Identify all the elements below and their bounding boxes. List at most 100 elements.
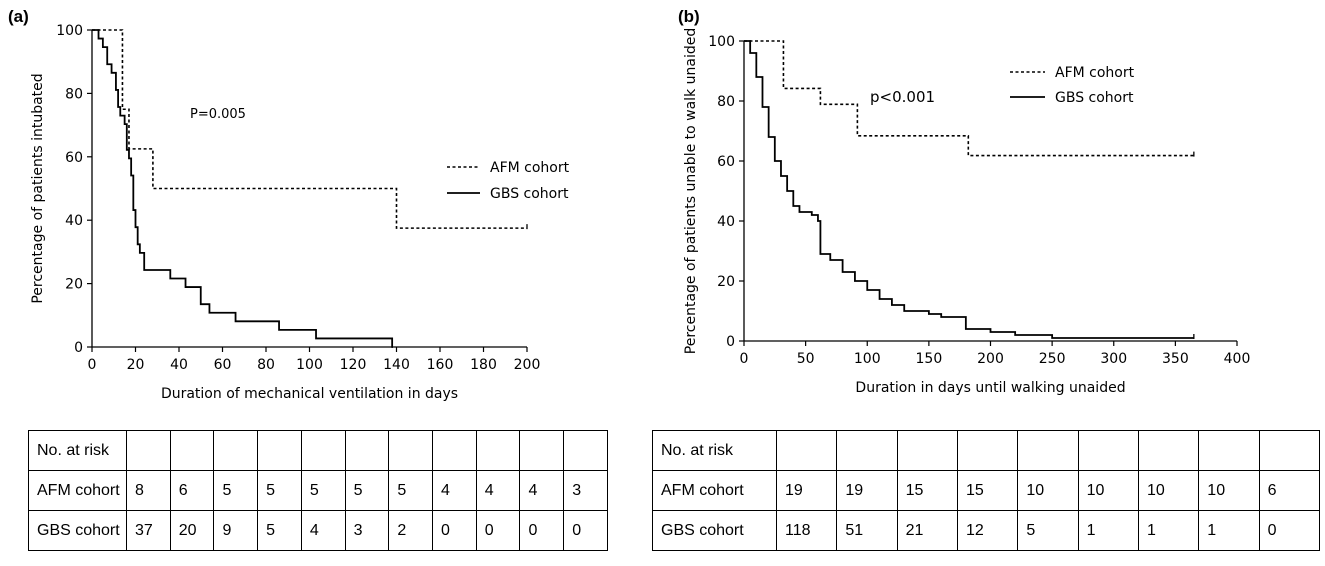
table-empty-cell	[519, 430, 565, 471]
series-line-afm	[92, 29, 527, 229]
x-tick-label: 400	[1224, 351, 1251, 367]
x-tick-label: 200	[977, 351, 1004, 367]
table-cell: 37	[126, 510, 171, 551]
series-line-gbs	[744, 40, 1194, 339]
y-axis-label: Percentage of patients unable to walk un…	[683, 28, 699, 354]
table-empty-cell	[1198, 430, 1260, 471]
table-cell: 12	[956, 510, 1019, 551]
y-tick-label: 100	[56, 23, 83, 39]
y-tick-label: 40	[65, 213, 83, 229]
table-cell: 15	[956, 470, 1019, 511]
x-tick-label: 300	[1100, 351, 1127, 367]
table-cell: 5	[257, 510, 302, 551]
x-tick-label: 120	[340, 357, 367, 373]
y-tick-label: 20	[717, 274, 735, 290]
table-empty-cell	[896, 430, 958, 471]
table-empty-cell	[126, 430, 171, 471]
table-cell: 3	[344, 510, 390, 551]
table-cell: 5	[344, 470, 390, 511]
x-axis-label: Duration of mechanical ventilation in da…	[161, 386, 458, 402]
table-empty-cell	[432, 430, 477, 471]
x-tick-label: 150	[916, 351, 943, 367]
table-header-label: No. at risk	[28, 430, 127, 471]
table-empty-cell	[300, 430, 346, 471]
table-row: GBS cohort 37 20 9 5 4 3 2 0 0 0 0	[28, 510, 608, 551]
table-cell: 9	[213, 510, 259, 551]
series-line-gbs	[92, 29, 394, 347]
x-tick-label: 50	[797, 351, 815, 367]
y-tick-label: 60	[65, 150, 83, 166]
table-empty-cell	[775, 430, 838, 471]
at-risk-table-a: No. at risk AFM cohort 8 6 5 5 5 5 5 4 4 4 3 GBS coho…	[28, 430, 608, 551]
table-cell: 4	[519, 470, 565, 511]
y-tick-label: 80	[717, 94, 735, 110]
panel-label-a: (a)	[8, 7, 29, 26]
y-tick-label: 40	[717, 214, 735, 230]
legend-label-afm: AFM cohort	[1055, 65, 1135, 81]
x-tick-label: 160	[427, 357, 454, 373]
y-tick-label: 80	[65, 86, 83, 102]
table-cell: 3	[563, 470, 608, 511]
x-axis-label: Duration in days until walking unaided	[855, 380, 1125, 396]
table-cell: 4	[300, 510, 346, 551]
table-cell: 15	[896, 470, 958, 511]
x-tick-label: 20	[127, 357, 145, 373]
x-tick-label: 0	[88, 357, 97, 373]
table-row-label: GBS cohort	[28, 510, 127, 551]
y-tick-label: 20	[65, 277, 83, 293]
x-tick-label: 250	[1039, 351, 1066, 367]
table-empty-cell	[388, 430, 434, 471]
table-row: GBS cohort 118 51 21 12 5 1 1 1 0	[652, 510, 1321, 551]
x-tick-label: 100	[296, 357, 323, 373]
x-tick-label: 140	[383, 357, 410, 373]
table-empty-cell	[169, 430, 215, 471]
table-cell: 10	[1017, 470, 1079, 511]
legend-label-gbs: GBS cohort	[1055, 90, 1134, 106]
x-tick-label: 0	[740, 351, 749, 367]
table-cell: 118	[775, 510, 838, 551]
table-cell: 5	[388, 470, 434, 511]
table-cell: 5	[257, 470, 302, 511]
legend-label-gbs: GBS cohort	[490, 186, 569, 202]
x-tick-label: 80	[257, 357, 275, 373]
table-cell: 0	[519, 510, 565, 551]
table-cell: 19	[775, 470, 838, 511]
table-cell: 19	[836, 470, 898, 511]
table-cell: 0	[475, 510, 521, 551]
table-empty-cell	[956, 430, 1019, 471]
table-empty-cell	[344, 430, 390, 471]
table-cell: 8	[126, 470, 171, 511]
table-cell: 5	[300, 470, 346, 511]
table-header-label: No. at risk	[652, 430, 777, 471]
table-row-label: AFM cohort	[28, 470, 127, 511]
series-line-afm	[744, 40, 1194, 157]
table-cell: 1	[1137, 510, 1200, 551]
x-tick-label: 350	[1162, 351, 1189, 367]
table-empty-cell	[213, 430, 259, 471]
x-tick-label: 100	[854, 351, 881, 367]
survival-chart-a: (a) 0 20 40 60 80 100 120 140 160 180 200 0 20 40 60 80…	[8, 7, 570, 402]
y-tick-label: 0	[74, 340, 83, 356]
table-row-label: AFM cohort	[652, 470, 777, 511]
x-tick-label: 200	[514, 357, 541, 373]
table-empty-cell	[257, 430, 302, 471]
y-tick-label: 100	[708, 34, 735, 50]
table-row: AFM cohort 19 19 15 15 10 10 10 10 6	[652, 470, 1321, 511]
survival-chart-b: (b) 0 50 100 150 200 250 300 350 400 0 20 40 60 80 100…	[678, 7, 1251, 396]
table-cell: 4	[475, 470, 521, 511]
table-empty-cell	[836, 430, 898, 471]
table-empty-cell	[1017, 430, 1079, 471]
table-cell: 0	[432, 510, 477, 551]
table-cell: 2	[388, 510, 434, 551]
table-cell: 6	[169, 470, 215, 511]
legend-label-afm: AFM cohort	[490, 160, 570, 176]
x-tick-label: 60	[214, 357, 232, 373]
table-empty-cell	[563, 430, 608, 471]
at-risk-table-b: No. at risk AFM cohort 19 19 15 15 10 10 10 10 6 GB…	[652, 430, 1321, 551]
table-cell: 21	[896, 510, 958, 551]
table-empty-cell	[1077, 430, 1139, 471]
table-header-row: No. at risk	[28, 430, 608, 471]
y-axis-label: Percentage of patients intubated	[30, 73, 46, 303]
table-cell: 10	[1198, 470, 1260, 511]
table-cell: 1	[1198, 510, 1260, 551]
